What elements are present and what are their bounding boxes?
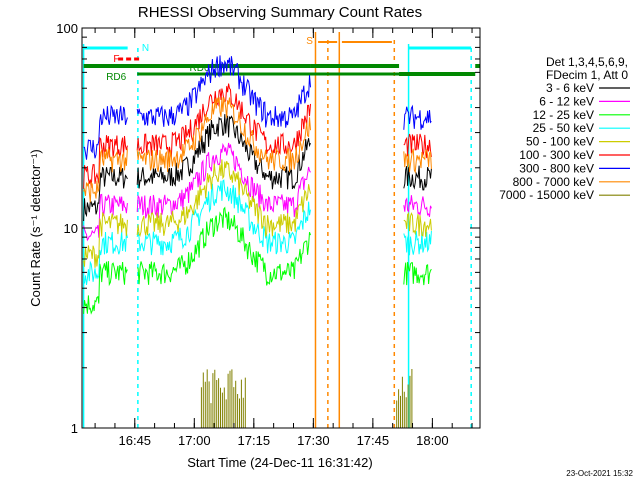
flag-label-F: F: [113, 54, 119, 65]
y-tick-label-2: 100: [56, 21, 78, 36]
x-tick-label-3: 17:30: [297, 433, 330, 448]
y-axis-label: Count Rate (s⁻¹ detector⁻¹): [28, 149, 43, 307]
flag-label-RD6: RD6: [106, 72, 126, 83]
flag-label-RD0: RD0: [190, 63, 210, 74]
y-tick-label-0: 1: [71, 421, 78, 436]
legend-label-0: 3 - 6 keV: [546, 81, 594, 95]
flag-label-S: S: [306, 36, 313, 47]
series-line-7: [83, 97, 432, 203]
series-line-1: [83, 142, 432, 242]
axes-layer: 1 10 100 16:45 17:00 17:15 17:30 17:45 18:00: [56, 21, 481, 448]
legend-label-7: 800 - 7000 keV: [513, 175, 594, 189]
legend-label-6: 300 - 800 keV: [519, 161, 594, 175]
series-line-2: [83, 206, 432, 315]
series-line-4: [83, 159, 432, 268]
series-line-3: [83, 179, 432, 285]
series-line-6: [83, 55, 432, 160]
legend-label-1: 6 - 12 keV: [539, 94, 594, 108]
flag-label-N: N: [142, 43, 149, 54]
legend-header-1: Det 1,3,4,5,6,9,: [546, 55, 628, 69]
x-axis-label: Start Time (24-Dec-11 16:31:42): [187, 455, 372, 470]
legend-label-4: 50 - 100 keV: [526, 135, 594, 149]
legend-label-3: 25 - 50 keV: [533, 121, 594, 135]
x-tick-label-4: 17:45: [357, 433, 390, 448]
x-tick-label-2: 17:15: [238, 433, 271, 448]
legend-label-2: 12 - 25 keV: [533, 108, 594, 122]
chart-title: RHESSI Observing Summary Count Rates: [138, 4, 422, 21]
legend-header-2: FDecim 1, Att 0: [546, 68, 628, 82]
x-tick-label-5: 18:00: [416, 433, 449, 448]
series-line-8: [200, 369, 413, 428]
x-tick-label-1: 17:00: [178, 433, 211, 448]
data-layer: N F S RD0 RD6: [82, 32, 480, 428]
legend-label-5: 100 - 300 keV: [519, 148, 594, 162]
legend: Det 1,3,4,5,6,9, FDecim 1, Att 0 3 - 6 k…: [499, 55, 630, 202]
timestamp: 23-Oct-2021 15:32: [566, 469, 633, 478]
x-tick-label-0: 16:45: [119, 433, 152, 448]
legend-label-8: 7000 - 15000 keV: [499, 188, 594, 202]
y-tick-label-1: 10: [64, 221, 78, 236]
